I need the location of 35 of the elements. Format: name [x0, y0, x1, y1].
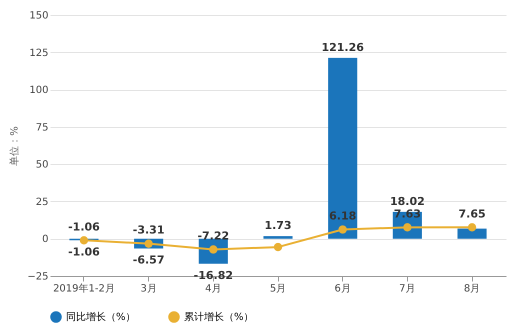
bar	[263, 236, 293, 239]
x-tick-label: 8月	[464, 284, 480, 294]
x-tick-label: 5月	[270, 284, 286, 294]
point	[468, 223, 476, 232]
data-label: -16.82	[194, 268, 233, 282]
y-tick-label: 50	[36, 160, 48, 171]
x-tick-label: 4月	[205, 284, 222, 294]
y-tick-label: −25	[27, 272, 48, 282]
data-label: 18.02	[390, 194, 425, 208]
y-tick-label: 75	[36, 122, 48, 134]
y-tick-label: 100	[29, 85, 48, 96]
x-tick-label: 3月	[140, 284, 157, 294]
data-label: 121.26	[321, 40, 364, 54]
legend-label: 累计增长（%）	[184, 311, 254, 323]
bar	[457, 228, 487, 239]
point	[274, 242, 282, 252]
x-tick-label: 6月	[334, 284, 351, 294]
data-label: 6.18	[329, 209, 356, 222]
y-tick-label: 150	[29, 10, 48, 22]
data-label: -1.06	[68, 245, 100, 258]
x-tick-label: 7月	[399, 284, 416, 294]
y-axis-title: 单位：%	[8, 126, 20, 166]
data-label: -3.31	[132, 224, 164, 237]
legend-label: 同比增长（%）	[66, 311, 136, 323]
data-label: -6.57	[132, 254, 164, 267]
point	[338, 225, 347, 234]
y-tick-label: 25	[36, 196, 48, 208]
data-label: -1.06	[68, 220, 100, 234]
y-tick-label: 125	[29, 48, 48, 59]
point	[80, 236, 88, 244]
x-tick-label: 2019年1-2月	[53, 282, 115, 294]
data-label: 1.73	[264, 219, 292, 232]
bar	[328, 58, 358, 239]
y-tick-label: 0	[42, 234, 48, 246]
data-label: 7.65	[458, 207, 486, 220]
